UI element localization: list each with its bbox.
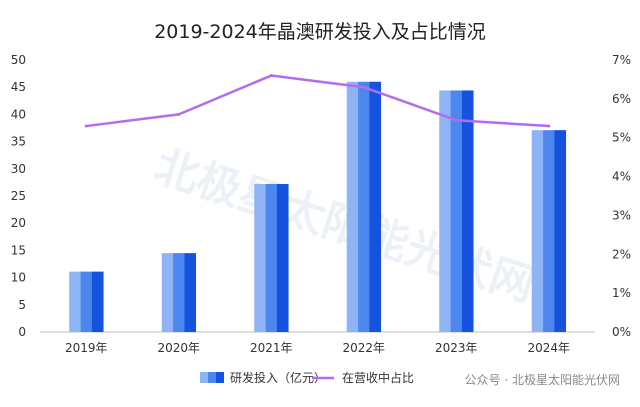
y-right-tick-label: 4%	[612, 170, 631, 184]
legend-bar-label: 研发投入（亿元）	[230, 370, 326, 385]
y-left-tick-label: 10	[11, 271, 26, 285]
bar-segment	[439, 90, 451, 333]
y-left-tick-label: 45	[11, 80, 26, 94]
chart-title: 2019-2024年晶澳研发投入及占比情况	[154, 21, 486, 43]
bar-segment	[254, 184, 266, 332]
line-point	[547, 124, 551, 128]
axes: 0 5 10 15 20 25 30 35 40 45 50 0% 1% 2% 3% 4% 5% 6% 7% 2019…	[11, 53, 631, 355]
bar	[531, 130, 567, 332]
line-point	[177, 112, 181, 116]
x-tick-label: 2024年	[527, 341, 570, 355]
legend-bar-swatch	[216, 372, 224, 383]
bar-segment	[265, 184, 278, 332]
y-left-tick-label: 40	[11, 107, 26, 121]
y-right-tick-label: 3%	[612, 208, 631, 222]
x-tick-label: 2019年	[65, 341, 108, 355]
bar	[439, 90, 474, 333]
bar-segment	[69, 271, 81, 332]
y-right-tick-label: 2%	[612, 247, 631, 261]
line-point	[84, 124, 88, 128]
y-right-tick-label: 6%	[612, 92, 631, 106]
bar	[161, 253, 197, 332]
x-tick-label: 2021年	[250, 341, 293, 355]
bar	[346, 81, 382, 332]
y-left-tick-label: 35	[11, 135, 26, 149]
bar-segment	[173, 253, 185, 332]
bar-segment	[461, 90, 474, 333]
bar-segment	[91, 271, 104, 332]
y-left-tick-label: 20	[11, 216, 26, 230]
bar-series	[69, 81, 567, 333]
line-series	[84, 74, 551, 128]
line-point	[362, 85, 366, 89]
y-right-tick-label: 7%	[612, 53, 631, 67]
y-right-tick-label: 5%	[612, 131, 631, 145]
bar-segment	[358, 81, 370, 332]
bar-segment	[346, 81, 359, 332]
y-left-tick-label: 50	[11, 53, 26, 67]
y-left-tick-label: 25	[11, 189, 26, 203]
watermark-text: 公众号 · 北极星太阳能光伏网	[465, 372, 620, 387]
bar-segment	[161, 253, 174, 332]
y-right-tick-label: 1%	[612, 286, 631, 300]
line-point	[454, 118, 458, 122]
bar-segment	[554, 130, 567, 332]
bar	[69, 271, 104, 332]
bar	[254, 184, 289, 332]
y-left-tick-label: 30	[11, 162, 26, 176]
bar-segment	[369, 81, 382, 332]
y-left-tick-label: 5	[18, 298, 26, 312]
bar-segment	[276, 184, 289, 332]
x-tick-label: 2020年	[157, 341, 200, 355]
watermark-background-text: 北极星太阳能光伏网	[148, 141, 540, 312]
legend: 研发投入（亿元） 在营收中占比	[200, 370, 414, 385]
bar-segment	[80, 271, 93, 332]
line-point	[269, 74, 273, 78]
legend-bar-swatch	[200, 372, 208, 383]
x-tick-label: 2022年	[342, 341, 385, 355]
x-tick-label: 2023年	[435, 341, 478, 355]
y-right-tick-label: 0%	[612, 325, 631, 339]
legend-bar-swatch	[208, 372, 216, 383]
y-left-tick-label: 15	[11, 243, 26, 257]
bar-segment	[543, 130, 555, 332]
bar-segment	[450, 90, 463, 333]
y-left-tick-label: 0	[18, 325, 26, 339]
bar-segment	[184, 253, 197, 332]
line-path	[86, 74, 549, 128]
legend-line-label: 在营收中占比	[342, 370, 414, 385]
bar-segment	[531, 130, 544, 332]
